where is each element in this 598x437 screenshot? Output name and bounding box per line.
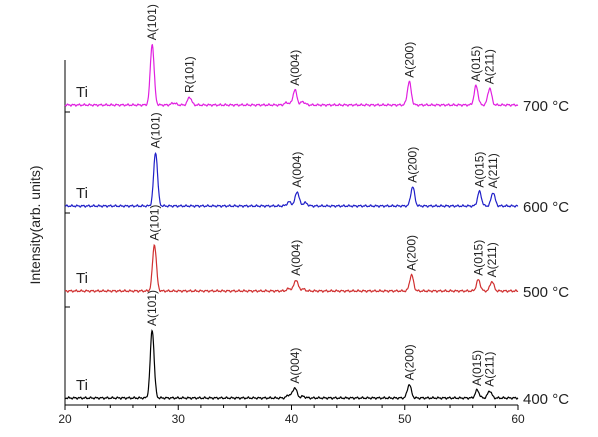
peak-label: A(015) (469, 46, 483, 82)
peak-label: A(004) (290, 152, 304, 188)
peak-label: A(004) (288, 50, 302, 86)
chart-traces (64, 43, 519, 400)
x-tick-label: 30 (172, 412, 186, 426)
sample-label: Ti (76, 377, 88, 394)
chart-labels: A(101)R(101) A(004) A(200) A(015) A(211)Ti70… (76, 4, 569, 408)
peak-label: A(101) (145, 4, 159, 40)
peak-label: A(211) (483, 352, 497, 387)
peak-label: R(101) (183, 56, 197, 93)
sample-label: Ti (76, 185, 88, 202)
temperature-label: 600 °C (523, 199, 569, 216)
series-line (64, 43, 519, 107)
x-tick-label: 60 (511, 412, 525, 426)
temperature-label: 400 °C (523, 391, 569, 408)
peak-label: A(015) (471, 240, 485, 276)
y-axis-label: Intensity(arb. units) (27, 165, 43, 284)
peak-label: A(200) (402, 344, 416, 380)
sample-label: Ti (76, 270, 88, 287)
peak-label: A(211) (483, 49, 497, 84)
peak-label: A(200) (405, 235, 419, 271)
x-tick-label: 20 (58, 412, 72, 426)
series-line (64, 329, 519, 400)
series-line (64, 152, 519, 208)
peak-label: A(015) (470, 350, 484, 386)
temperature-label: 700 °C (523, 98, 569, 115)
peak-label: A(004) (289, 240, 303, 276)
peak-label: A(101) (145, 290, 159, 326)
temperature-label: 500 °C (523, 284, 569, 301)
series-line (64, 243, 519, 293)
x-tick-label: 40 (285, 412, 299, 426)
x-tick-label: 50 (398, 412, 412, 426)
peak-label: A(211) (485, 242, 499, 277)
chart-axes: 20 30 40 50 60 (58, 60, 525, 426)
peak-label: A(101) (148, 205, 162, 241)
peak-label: A(101) (149, 112, 163, 148)
sample-label: Ti (76, 84, 88, 101)
peak-label: A(015) (473, 152, 487, 188)
peak-label: A(004) (288, 348, 302, 384)
peak-label: A(211) (486, 153, 500, 188)
peak-label: A(200) (402, 42, 416, 78)
peak-label: A(200) (406, 147, 420, 183)
